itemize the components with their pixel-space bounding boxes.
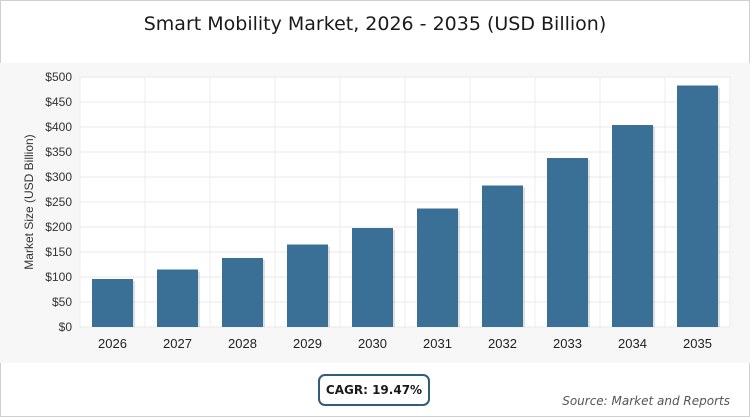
x-tick-label: 2032 [488,336,517,351]
y-tick-label: $350 [45,145,72,159]
y-tick-label: $0 [59,320,73,334]
x-tick-label: 2026 [98,336,127,351]
x-tick-label: 2033 [553,336,582,351]
cagr-badge: CAGR: 19.47% [318,374,430,406]
bar [547,158,588,327]
y-tick-label: $400 [45,120,72,134]
x-tick-label: 2029 [293,336,322,351]
x-tick-label: 2035 [683,336,712,351]
y-tick-label: $450 [45,95,72,109]
y-tick-label: $500 [45,70,72,84]
cagr-text: CAGR: 19.47% [325,383,423,397]
x-tick-label: 2030 [358,336,387,351]
bar [222,258,263,327]
x-tick-label: 2031 [423,336,452,351]
bar [157,269,198,327]
source-note: Source: Market and Reports [562,394,730,408]
x-tick-label: 2034 [618,336,647,351]
x-tick-label: 2028 [228,336,257,351]
y-tick-label: $100 [45,270,72,284]
y-tick-label: $150 [45,245,72,259]
bar [287,244,328,327]
bar [417,208,458,327]
bar [612,125,653,327]
bar [482,185,523,327]
y-tick-label: $250 [45,195,72,209]
bar [677,85,718,327]
y-tick-label: $300 [45,170,72,184]
y-axis-label: Market Size (USD Billion) [22,134,36,269]
bar [92,279,133,327]
y-tick-label: $200 [45,220,72,234]
x-tick-label: 2027 [163,336,192,351]
chart-title: Smart Mobility Market, 2026 - 2035 (USD … [143,13,607,35]
y-tick-label: $50 [52,295,72,309]
bar [352,228,393,327]
